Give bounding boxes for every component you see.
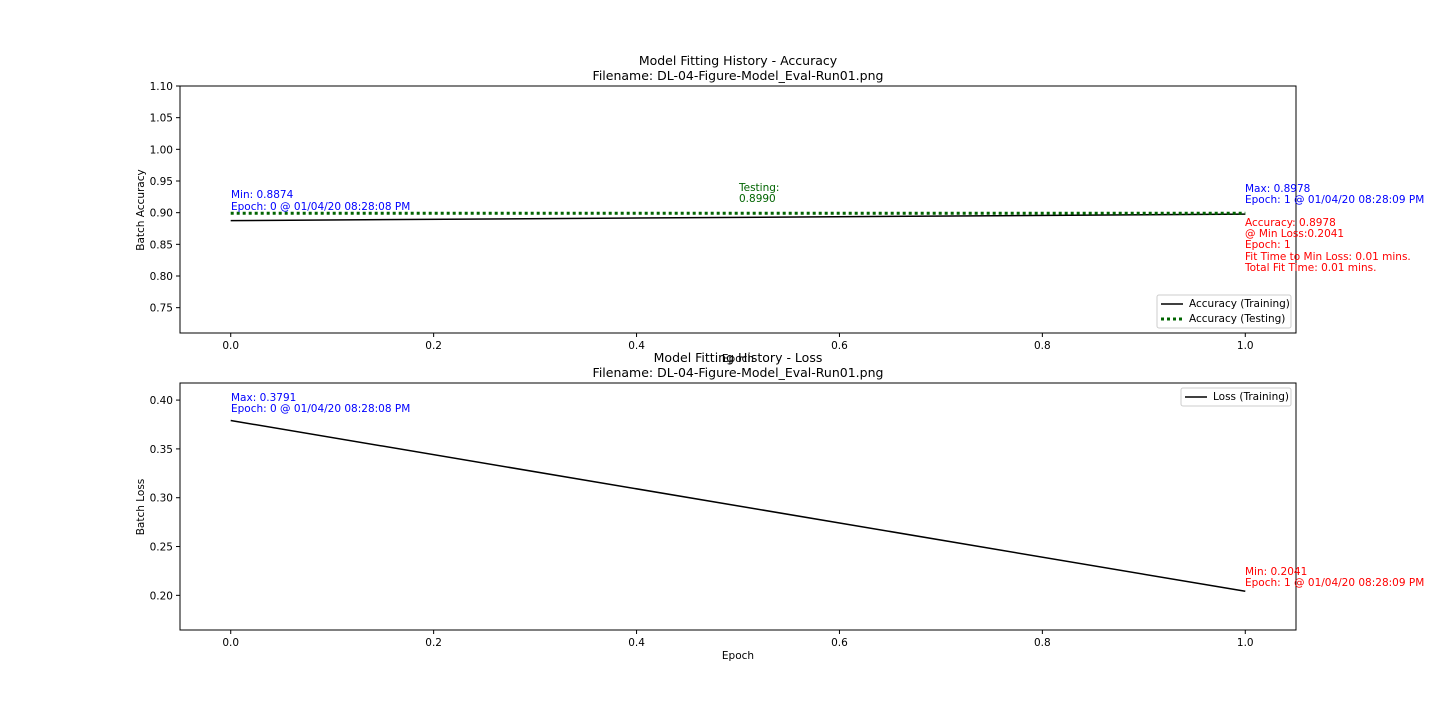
x-tick-label: 0.0	[222, 340, 239, 352]
y-tick-label: 0.25	[150, 542, 173, 554]
x-tick-label: 0.4	[628, 637, 645, 649]
y-tick-label: 0.85	[150, 239, 173, 251]
x-tick-label: 0.2	[425, 637, 442, 649]
loss-max-annotation: Max: 0.3791 Epoch: 0 @ 01/04/20 08:28:08…	[231, 392, 410, 415]
accuracy-summary-line-1: Accuracy: 0.8978	[1245, 217, 1336, 229]
accuracy-summary-line-2: @ Min Loss:0.2041	[1245, 228, 1344, 240]
accuracy-x-axis-label: Epoch	[722, 353, 754, 365]
loss-min-value-text: Min: 0.2041	[1245, 566, 1307, 578]
accuracy-testing-value: 0.8990	[739, 193, 776, 205]
loss-y-axis-label: Batch Loss	[135, 479, 147, 536]
accuracy-min-value-text: Min: 0.8874	[231, 189, 294, 201]
accuracy-x-ticks: 0.0 0.2 0.4 0.6 0.8 1.0	[222, 333, 1254, 352]
accuracy-legend-box	[1156, 294, 1292, 329]
x-tick-label: 0.6	[831, 637, 848, 649]
accuracy-y-ticks: 0.75 0.80 0.85 0.90 0.95 1.00 1.05 1.10	[150, 81, 180, 315]
x-tick-label: 0.8	[1034, 637, 1051, 649]
loss-x-axis-label: Epoch	[722, 650, 754, 662]
x-tick-label: 0.6	[831, 340, 848, 352]
y-tick-label: 0.90	[150, 208, 173, 220]
y-tick-label: 1.00	[150, 144, 173, 156]
accuracy-summary-line-4: Fit Time to Min Loss: 0.01 mins.	[1245, 251, 1411, 263]
accuracy-summary-line-5: Total Fit Time: 0.01 mins.	[1244, 262, 1376, 274]
x-tick-label: 0.2	[425, 340, 442, 352]
x-tick-label: 1.0	[1237, 637, 1254, 649]
accuracy-min-epoch-text: Epoch: 0 @ 01/04/20 08:28:08 PM	[231, 201, 410, 213]
y-tick-label: 0.35	[150, 444, 173, 456]
x-tick-label: 0.0	[222, 637, 239, 649]
accuracy-testing-label: Testing:	[738, 182, 779, 194]
y-tick-label: 0.20	[150, 590, 173, 602]
legend-label-loss-training: Loss (Training)	[1213, 391, 1289, 403]
legend-label-accuracy-testing: Accuracy (Testing)	[1189, 313, 1285, 325]
y-tick-label: 0.30	[150, 493, 173, 505]
accuracy-summary-line-3: Epoch: 1	[1245, 239, 1291, 251]
loss-series-line-1	[230, 419, 1246, 593]
x-tick-label: 0.8	[1034, 340, 1051, 352]
accuracy-testing-annotation: Testing: 0.8990	[738, 182, 779, 205]
loss-x-ticks: 0.0 0.2 0.4 0.6 0.8 1.0	[222, 630, 1254, 649]
y-tick-label: 0.80	[150, 271, 173, 283]
loss-min-epoch-text: Epoch: 1 @ 01/04/20 08:28:09 PM	[1245, 577, 1424, 589]
accuracy-min-annotation: Min: 0.8874 Epoch: 0 @ 01/04/20 08:28:08…	[231, 189, 410, 213]
accuracy-y-axis-label: Batch Accuracy	[135, 169, 147, 250]
accuracy-legend: Accuracy (Training) Accuracy (Testing)	[1156, 294, 1292, 329]
accuracy-summary-annotation: Accuracy: 0.8978 @ Min Loss:0.2041 Epoch…	[1244, 217, 1411, 274]
y-tick-label: 1.10	[150, 81, 173, 93]
x-tick-label: 1.0	[1237, 340, 1254, 352]
loss-chart: Model Fitting History - Loss Filename: D…	[135, 350, 1424, 662]
accuracy-max-annotation: Max: 0.8978 Epoch: 1 @ 01/04/20 08:28:09…	[1245, 183, 1424, 206]
y-tick-label: 1.05	[150, 113, 173, 125]
loss-min-annotation: Min: 0.2041 Epoch: 1 @ 01/04/20 08:28:09…	[1245, 566, 1424, 589]
y-tick-label: 0.40	[150, 395, 173, 407]
loss-chart-title: Model Fitting History - Loss	[654, 350, 823, 365]
legend-label-accuracy-training: Accuracy (Training)	[1189, 298, 1290, 310]
loss-legend: Loss (Training)	[1180, 387, 1292, 407]
accuracy-chart-subtitle: Filename: DL-04-Figure-Model_Eval-Run01.…	[593, 68, 884, 83]
accuracy-max-epoch-text: Epoch: 1 @ 01/04/20 08:28:09 PM	[1245, 194, 1424, 206]
accuracy-plot-frame	[179, 85, 1297, 334]
loss-series	[230, 419, 1246, 593]
accuracy-chart: Model Fitting History - Accuracy Filenam…	[135, 53, 1424, 365]
y-tick-label: 0.75	[150, 303, 173, 315]
x-tick-label: 0.4	[628, 340, 645, 352]
accuracy-series	[230, 211, 1246, 222]
accuracy-series-line-1	[230, 213, 1246, 222]
loss-max-value-text: Max: 0.3791	[231, 392, 296, 404]
y-tick-label: 0.95	[150, 176, 173, 188]
loss-legend-box	[1180, 387, 1292, 407]
loss-chart-subtitle: Filename: DL-04-Figure-Model_Eval-Run01.…	[593, 365, 884, 380]
accuracy-chart-title: Model Fitting History - Accuracy	[639, 53, 838, 68]
loss-plot-frame	[179, 382, 1297, 631]
accuracy-max-value-text: Max: 0.8978	[1245, 183, 1310, 195]
loss-y-ticks: 0.20 0.25 0.30 0.35 0.40	[150, 395, 180, 602]
loss-max-epoch-text: Epoch: 0 @ 01/04/20 08:28:08 PM	[231, 403, 410, 415]
